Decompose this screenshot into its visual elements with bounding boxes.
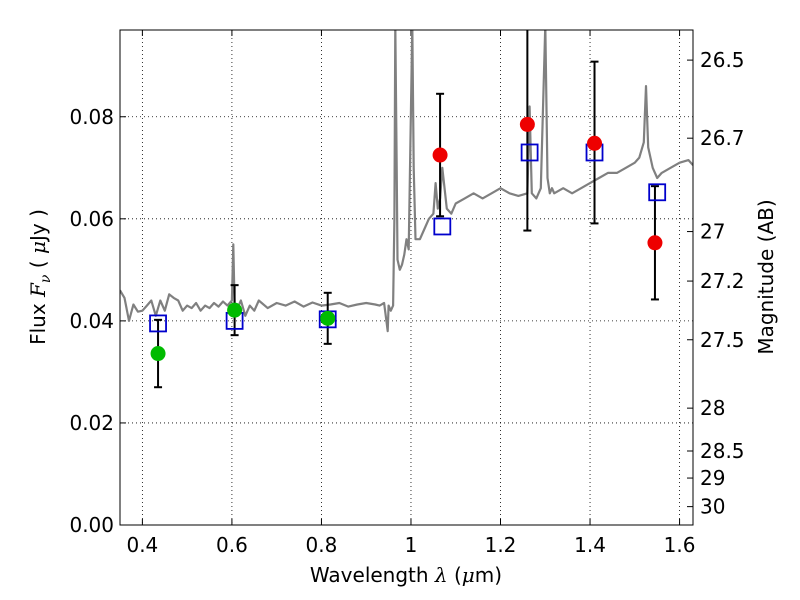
data-points: [149, 30, 667, 389]
mag-tick-label: 28.5: [700, 439, 745, 463]
mag-tick-label: 26.5: [700, 48, 745, 72]
y-axis-title: Flux Fν ( μJy ): [26, 209, 54, 345]
mag-tick-label: 27.5: [700, 328, 745, 352]
x-tick-label: 0.8: [306, 533, 338, 557]
axis-ticks: 0.4 0.6 0.8 1 1.2 1.4 1.6 0.00 0.02 0.04 0.06 0.08 2…: [69, 30, 745, 557]
mag-tick-label: 30: [700, 495, 725, 519]
x-tick-label: 0.6: [216, 533, 248, 557]
optical-point: [227, 302, 243, 318]
mag-tick-label: 26.7: [700, 126, 745, 150]
nir-point: [587, 135, 603, 151]
mag-tick-label: 29: [700, 466, 725, 490]
y2-axis-title: Magnitude (AB): [754, 199, 778, 354]
y-tick-label: 0.00: [69, 513, 114, 537]
mag-tick-label: 28: [700, 396, 725, 420]
mag-tick-label: 27: [700, 220, 725, 244]
nir-point: [647, 235, 663, 251]
mag-tick-label: 27.2: [700, 269, 745, 293]
x-axis-title: Wavelength λ (μm): [310, 563, 502, 587]
x-tick-label: 1.6: [664, 533, 696, 557]
model-photometry-square: [149, 314, 167, 333]
model-photometry-square: [433, 217, 452, 236]
x-tick-label: 1.2: [485, 533, 517, 557]
optical-point: [320, 310, 336, 326]
optical-point: [150, 346, 166, 362]
y-tick-label: 0.06: [69, 207, 114, 231]
x-tick-label: 0.4: [126, 533, 158, 557]
x-tick-label: 1.4: [574, 533, 606, 557]
grid: [120, 30, 693, 525]
nir-point: [519, 116, 535, 132]
model-photometry-square: [648, 183, 667, 202]
spectrum-line: [120, 30, 693, 333]
model-spectrum: [120, 30, 693, 333]
y-tick-label: 0.08: [69, 105, 114, 129]
model-photometry-square: [520, 143, 539, 162]
nir-point: [432, 147, 448, 163]
plot-background: [120, 30, 693, 525]
y-tick-label: 0.02: [69, 411, 114, 435]
plot-frame: [119, 29, 694, 526]
y-tick-label: 0.04: [69, 309, 114, 333]
x-tick-label: 1: [405, 533, 418, 557]
